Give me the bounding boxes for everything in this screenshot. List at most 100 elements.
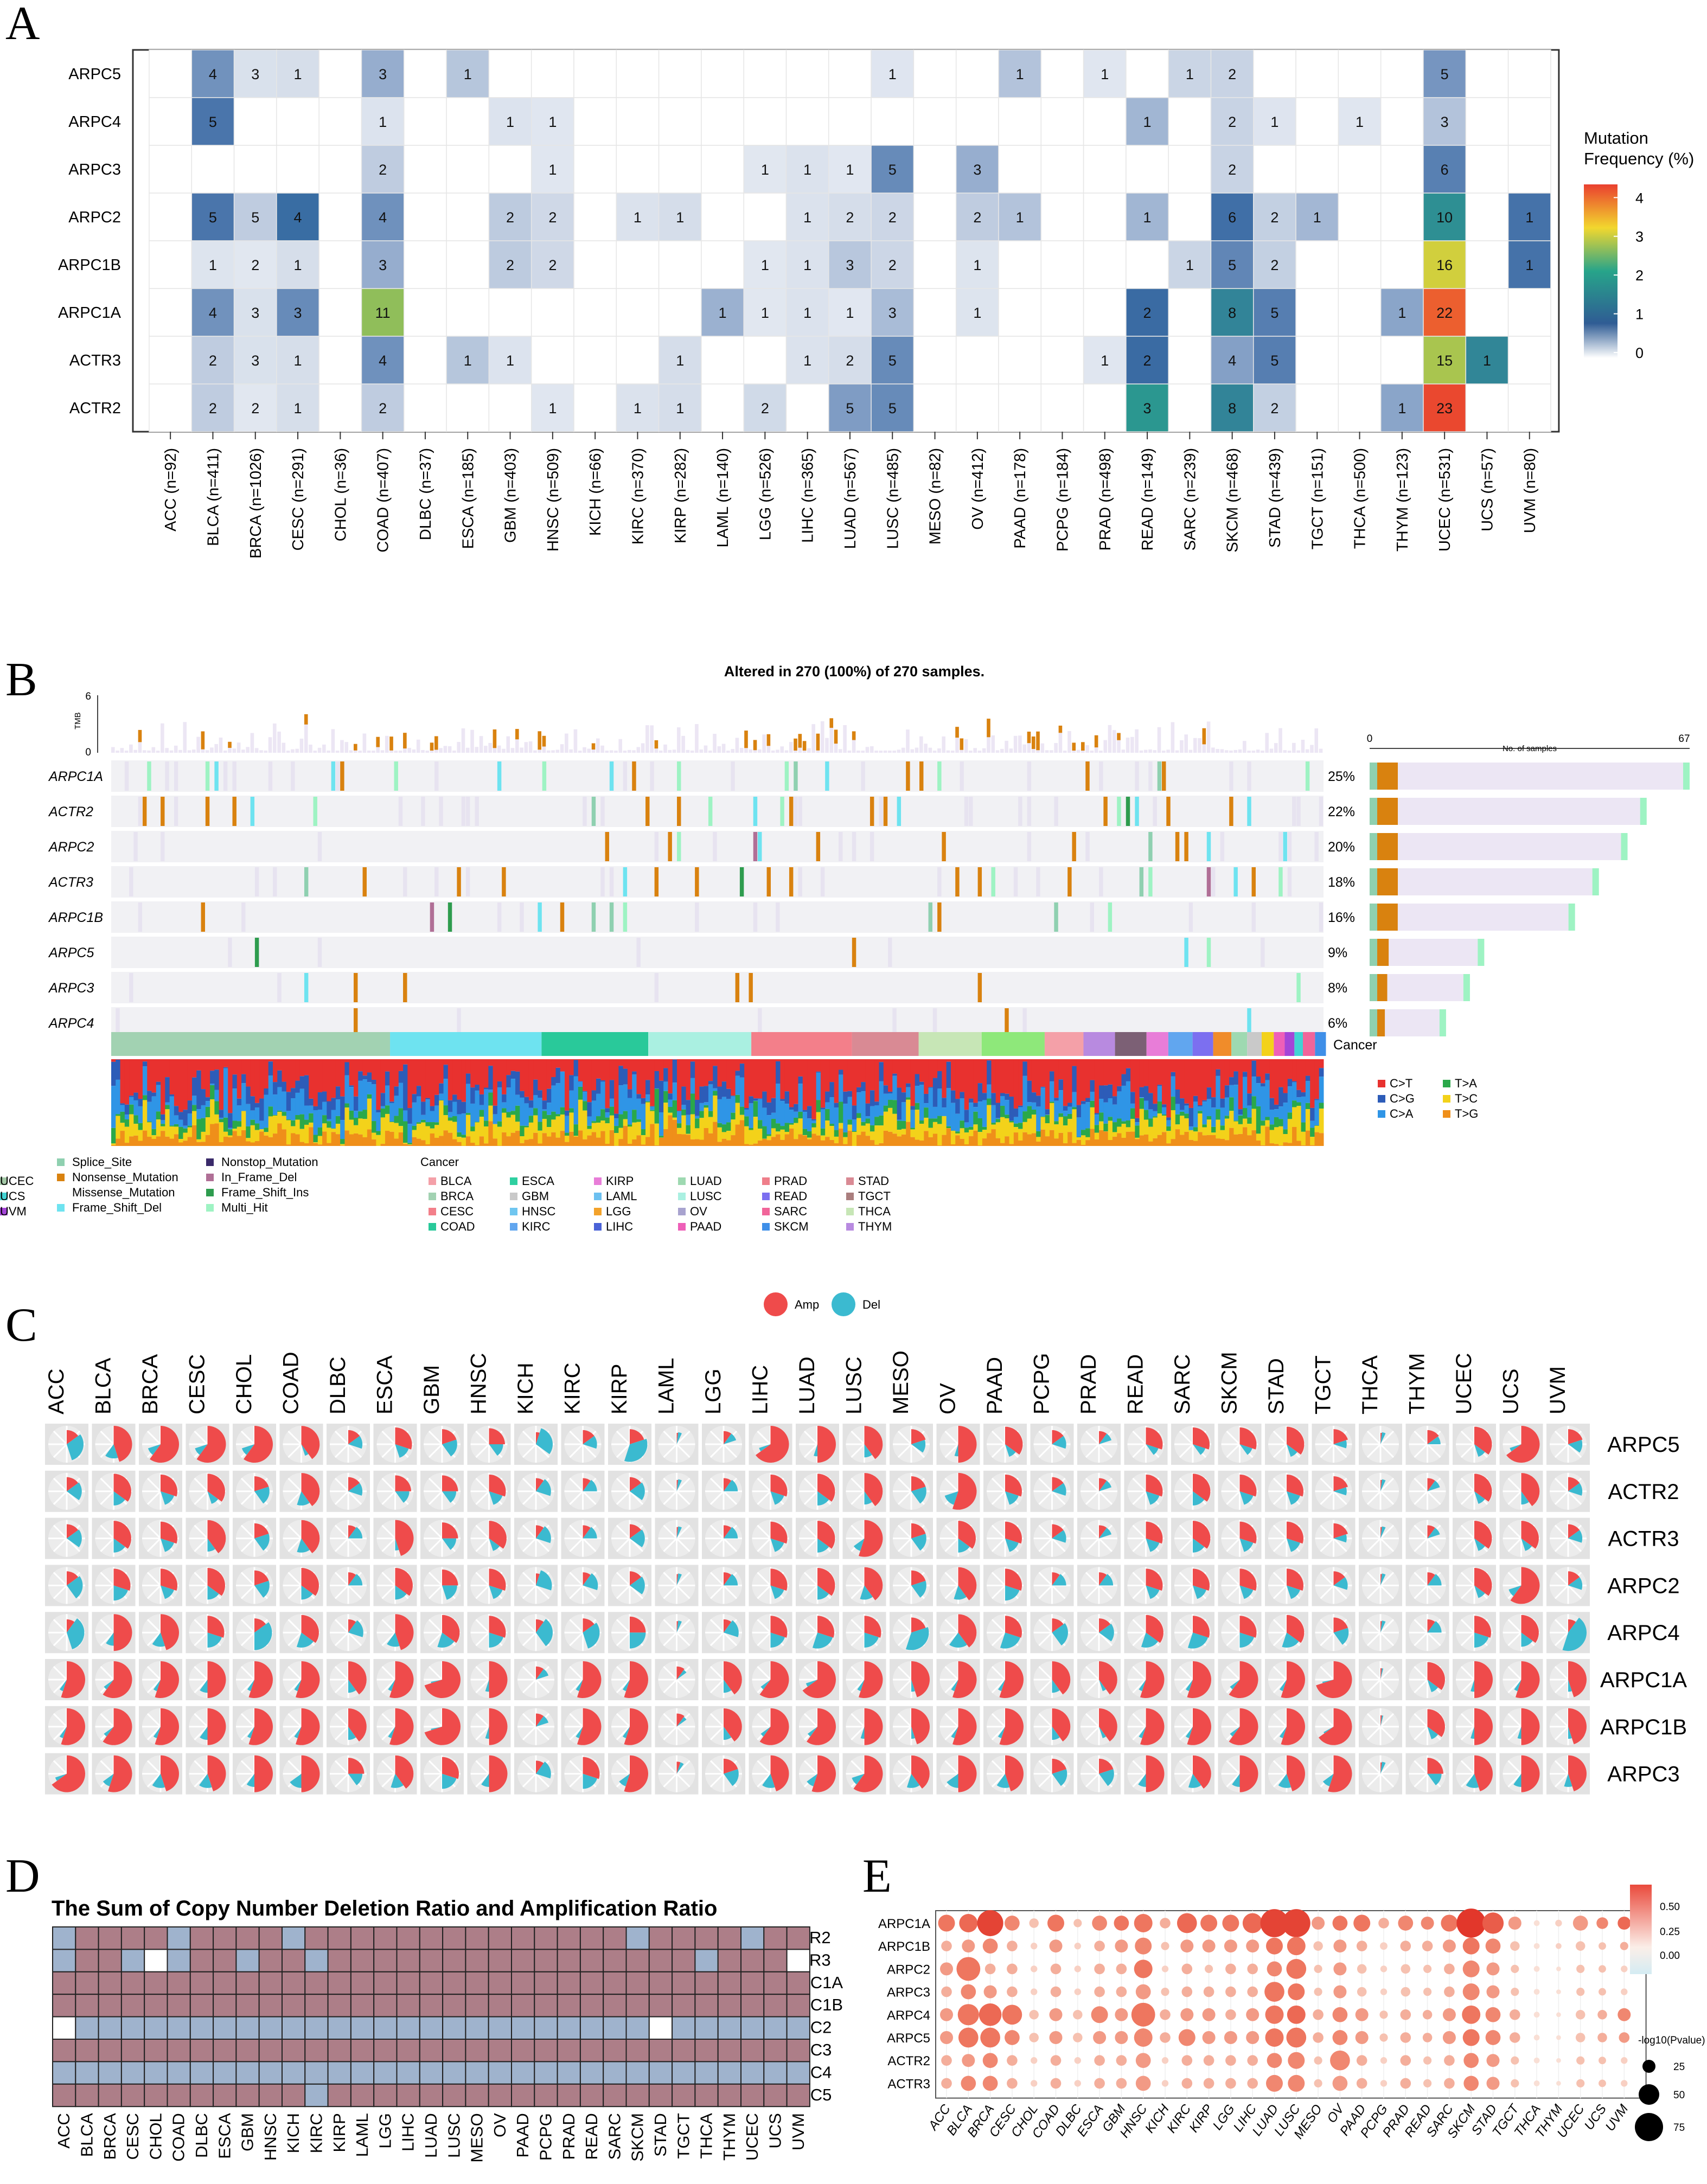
cancer-label-c: MESO [889,1350,913,1414]
pie-spoke [1427,1538,1441,1552]
oncoplot-cell [1220,832,1225,861]
titv-seg [1216,1119,1221,1139]
pie-spoke [616,1679,631,1694]
heatmap-a-cell [1295,383,1339,432]
variant-legend-label: In_Frame_Del [221,1170,297,1184]
pie-del-slice [1380,1621,1386,1633]
pie-spoke [1320,1443,1334,1458]
pie-spoke [1366,1525,1382,1539]
titv-seg [1229,1097,1234,1111]
titv-seg [421,1115,426,1120]
titv-seg [1202,1100,1207,1102]
oncoplot-cell [1296,797,1301,826]
titv-seg [973,1107,979,1112]
pie-spoke [1320,1490,1334,1505]
pie-spoke [1554,1632,1569,1647]
pie-spoke [194,1430,208,1445]
oncoplot-cell [1305,761,1310,791]
titv-seg [151,1092,157,1097]
titv-seg [1094,1139,1099,1146]
heatmap-a-cell [1423,49,1467,98]
titv-seg [116,1059,121,1080]
pie-spoke [522,1619,537,1634]
legend-c-amp-swatch [764,1292,788,1316]
titv-seg [1296,1106,1302,1141]
titv-seg [739,1115,745,1120]
heatmap-a-cell [530,336,574,385]
titv-seg [1085,1128,1091,1137]
titv-seg [829,1139,835,1146]
oncoplot-cell [142,797,147,826]
titv-seg [1094,1059,1099,1113]
titv-seg [354,1096,359,1111]
pie-amp-slice [1521,1615,1539,1643]
pie-spoke [851,1525,865,1539]
titv-seg [1292,1126,1297,1146]
titv-seg [546,1103,552,1115]
titv-seg [479,1105,484,1110]
heatmap-a-cell [743,97,787,146]
heatmap-a-count: 1 [1398,400,1406,417]
tmb-bar [1054,743,1058,753]
cancer-label-c: SARC [1171,1354,1194,1414]
titv-seg [1238,1133,1243,1146]
tmb-bar [721,744,726,753]
pie-amp-slice [395,1614,414,1650]
pie-spoke [240,1666,255,1681]
titv-seg [1274,1117,1279,1128]
heatmap-a-count: 5 [209,114,217,130]
titv-seg [991,1059,996,1093]
oncoplot-cell [906,761,910,791]
titv-seg [362,1119,368,1137]
cancer-legend-label: SARC [774,1205,807,1218]
heatmap-a-cell [404,288,447,337]
titv-seg [1283,1142,1288,1146]
titv-seg [219,1110,224,1118]
titv-seg [762,1107,768,1126]
oncoplot-cell [1022,1008,1027,1037]
titv-seg [987,1060,992,1085]
titv-seg [713,1059,718,1066]
pie-spoke [1226,1525,1241,1539]
pie-spoke [991,1477,1006,1492]
titv-seg [241,1111,246,1130]
titv-seg [484,1089,489,1121]
titv-seg [1135,1122,1140,1126]
tmb-bar [236,742,241,753]
heatmap-a-cell [1380,49,1424,98]
titv-seg [479,1117,484,1137]
titv-seg [1050,1130,1054,1146]
titv-seg [111,1143,116,1145]
heatmap-a-cell [1295,288,1339,337]
heatmap-a-count: 8 [1228,305,1236,321]
cancer-label-a: DLBC (n=37) [417,448,434,540]
titv-seg [1175,1129,1180,1146]
tmb-bar [506,736,510,753]
titv-seg [573,1059,579,1060]
titv-seg [1031,1092,1037,1103]
heatmap-a-cell [318,145,362,194]
titv-seg [546,1127,552,1137]
titv-seg [690,1078,695,1094]
titv-seg [1108,1084,1113,1099]
oncoplot-cell [1314,832,1319,861]
cancer-label-a: READ (n=149) [1139,448,1156,550]
pie-del-slice [676,1621,682,1633]
pie-spoke [676,1585,691,1599]
titv-seg [344,1059,350,1062]
pie-del-slice [1287,1491,1300,1505]
pie-spoke [1132,1490,1147,1505]
pie-spoke [53,1679,68,1694]
titv-seg [291,1133,296,1146]
titv-seg [1238,1059,1243,1110]
heatmap-a-cell [276,97,319,146]
titv-seg [977,1118,983,1132]
cancer-label-a: MESO (n=82) [927,448,944,545]
heatmap-a-cell [1465,336,1509,385]
pie-spoke [53,1585,68,1599]
titv-seg [205,1059,210,1098]
pie-del-slice [1427,1574,1442,1586]
pie-spoke [334,1538,349,1552]
pie-amp-slice [489,1661,508,1698]
titv-seg [470,1059,475,1088]
